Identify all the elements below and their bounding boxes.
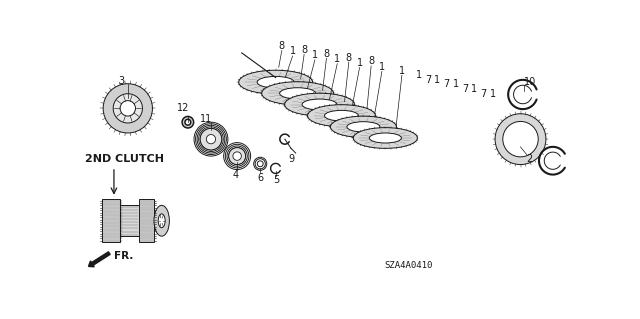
FancyArrow shape: [88, 252, 110, 267]
Ellipse shape: [278, 90, 337, 107]
Text: 8: 8: [323, 49, 330, 59]
Text: 9: 9: [288, 154, 294, 164]
Ellipse shape: [285, 93, 355, 116]
Text: 1: 1: [416, 70, 422, 80]
Ellipse shape: [255, 78, 316, 96]
Text: 1: 1: [471, 84, 477, 94]
Ellipse shape: [308, 105, 376, 127]
Ellipse shape: [347, 122, 380, 132]
Ellipse shape: [103, 84, 152, 133]
Ellipse shape: [302, 99, 337, 110]
Text: 1: 1: [399, 66, 405, 76]
Text: 2: 2: [527, 154, 533, 164]
Text: 12: 12: [177, 103, 189, 113]
Bar: [139, 199, 154, 242]
Ellipse shape: [206, 135, 216, 144]
Ellipse shape: [120, 101, 136, 116]
Text: 8: 8: [279, 41, 285, 51]
Ellipse shape: [228, 148, 246, 165]
Text: 5: 5: [273, 175, 280, 185]
Ellipse shape: [323, 113, 380, 129]
Bar: [120, 205, 139, 236]
Text: 7: 7: [481, 89, 486, 99]
Text: FR.: FR.: [114, 251, 133, 261]
Text: 1: 1: [452, 79, 459, 90]
Ellipse shape: [182, 116, 194, 128]
Text: 7: 7: [425, 75, 431, 85]
Text: 10: 10: [524, 77, 536, 87]
Text: 1: 1: [435, 75, 440, 85]
Ellipse shape: [262, 82, 333, 105]
Bar: [102, 199, 120, 242]
Text: 8: 8: [368, 56, 374, 66]
Ellipse shape: [369, 133, 401, 143]
Ellipse shape: [353, 128, 417, 148]
Text: 1: 1: [490, 89, 496, 99]
Text: 3: 3: [118, 76, 125, 85]
Text: 2ND CLUTCH: 2ND CLUTCH: [84, 154, 164, 164]
Text: 6: 6: [257, 173, 263, 183]
Text: 4: 4: [232, 170, 239, 180]
Ellipse shape: [300, 101, 358, 118]
Text: 1: 1: [334, 54, 340, 64]
Ellipse shape: [346, 124, 401, 140]
Ellipse shape: [113, 94, 143, 123]
Text: 7: 7: [462, 84, 468, 94]
Ellipse shape: [280, 88, 316, 99]
Ellipse shape: [185, 119, 191, 125]
Ellipse shape: [495, 114, 546, 165]
Text: 8: 8: [301, 45, 307, 55]
Ellipse shape: [330, 116, 396, 137]
Ellipse shape: [503, 122, 538, 157]
Text: 7: 7: [444, 79, 450, 90]
Text: 11: 11: [200, 114, 212, 124]
Ellipse shape: [233, 152, 241, 160]
Text: 8: 8: [346, 53, 352, 63]
Text: 1: 1: [289, 46, 296, 56]
Ellipse shape: [154, 205, 170, 236]
Text: 1: 1: [356, 58, 363, 68]
Text: 1: 1: [379, 62, 385, 72]
Ellipse shape: [324, 110, 358, 121]
Ellipse shape: [257, 76, 294, 88]
Ellipse shape: [200, 128, 221, 150]
Ellipse shape: [158, 214, 165, 228]
Text: SZA4A0410: SZA4A0410: [385, 261, 433, 270]
Ellipse shape: [239, 70, 312, 94]
Text: 1: 1: [312, 50, 318, 60]
